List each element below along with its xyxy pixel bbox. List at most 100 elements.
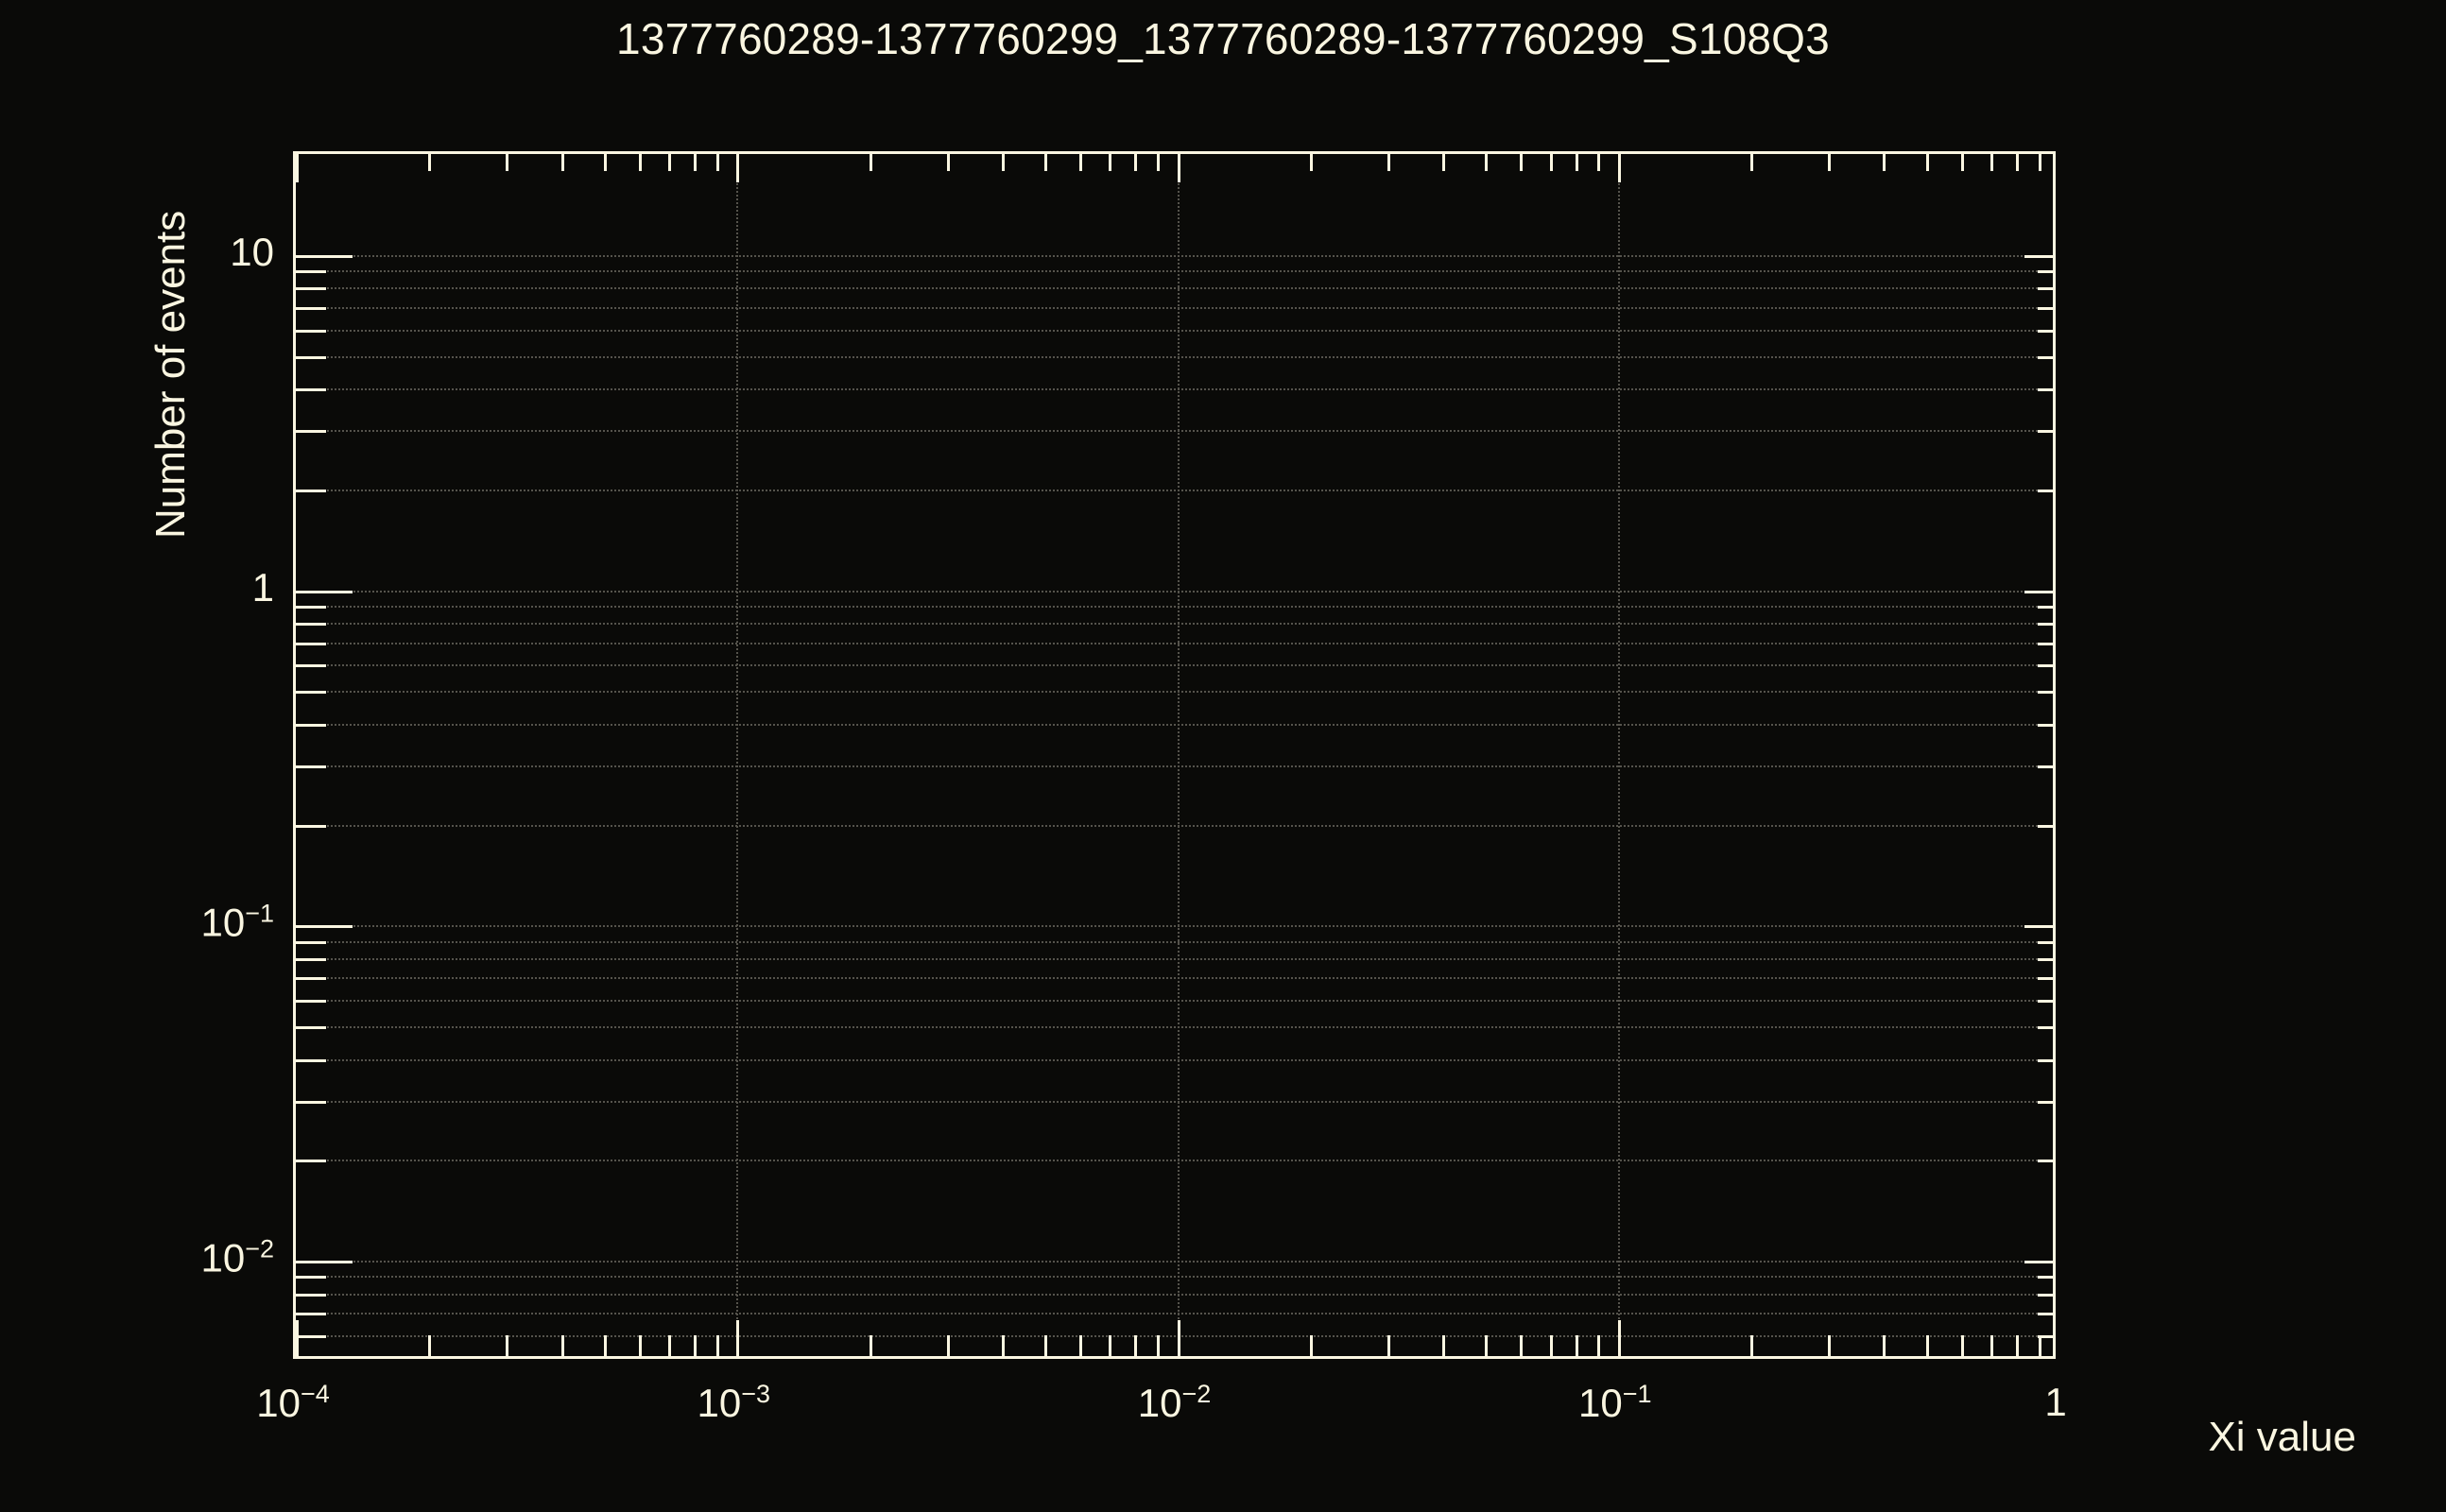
grid-line-horizontal	[296, 605, 2053, 608]
y-tick-minor	[296, 287, 326, 291]
grid-line-horizontal	[296, 642, 2053, 644]
y-tick-right	[2024, 925, 2053, 929]
x-tick-label: 10−4	[256, 1380, 330, 1426]
y-tick-right	[2038, 1313, 2053, 1316]
y-tick-right	[2038, 355, 2053, 359]
x-tick-top	[1387, 154, 1390, 171]
x-tick-minor	[715, 1335, 719, 1356]
grid-line-horizontal	[296, 723, 2053, 726]
x-tick-major	[1177, 1320, 1180, 1356]
y-tick-right	[2038, 387, 2053, 391]
x-tick-top	[1442, 154, 1446, 171]
grid-line-horizontal	[296, 1058, 2053, 1061]
x-tick-minor	[1549, 1335, 1553, 1356]
x-tick-minor	[428, 1335, 432, 1356]
x-axis-title: Xi value	[2208, 1414, 2356, 1460]
y-tick-right	[2024, 590, 2053, 593]
x-tick-minor	[1485, 1335, 1489, 1356]
grid-line-horizontal	[296, 824, 2053, 827]
y-tick-right	[2038, 622, 2053, 626]
x-tick-top	[1109, 154, 1112, 171]
y-tick-minor	[296, 605, 326, 609]
x-tick-top	[638, 154, 642, 171]
y-tick-minor	[296, 940, 326, 944]
x-tick-top	[1520, 154, 1524, 171]
x-tick-top	[1925, 154, 1929, 171]
y-tick-minor	[296, 430, 326, 434]
grid-line-vertical	[1617, 154, 1620, 1356]
grid-line-horizontal	[296, 329, 2053, 332]
y-tick-minor	[296, 1160, 326, 1163]
y-tick-minor	[296, 622, 326, 626]
x-tick-label-exponent: −1	[1622, 1380, 1652, 1408]
y-tick-right	[2038, 1334, 2053, 1338]
x-tick-minor	[1157, 1335, 1161, 1356]
grid-line-horizontal	[296, 622, 2053, 625]
x-tick-top	[1079, 154, 1083, 171]
y-tick-right	[2038, 270, 2053, 274]
x-tick-top	[715, 154, 719, 171]
y-tick-major	[296, 254, 353, 258]
y-tick-right	[2038, 723, 2053, 727]
x-tick-label: 1	[2044, 1380, 2066, 1425]
grid-line-horizontal	[296, 664, 2053, 667]
x-tick-label-exponent: −3	[741, 1380, 771, 1408]
y-tick-major	[296, 1261, 353, 1264]
x-tick-major	[1617, 1320, 1621, 1356]
x-tick-label-mantissa: 10	[697, 1381, 742, 1425]
x-tick-minor	[638, 1335, 642, 1356]
y-tick-minor	[296, 765, 326, 769]
y-tick-right	[2038, 1100, 2053, 1104]
y-tick-minor	[296, 1000, 326, 1004]
x-tick-top	[1617, 154, 1621, 182]
x-tick-label-exponent: −2	[1181, 1380, 1212, 1408]
x-tick-minor	[1001, 1335, 1005, 1356]
y-tick-right	[2038, 430, 2053, 434]
grid-line-horizontal	[296, 1000, 2053, 1003]
x-tick-top	[1157, 154, 1161, 171]
x-tick-minor	[2015, 1335, 2019, 1356]
y-tick-minor	[296, 489, 326, 492]
x-tick-top	[1750, 154, 1754, 171]
x-tick-top	[1575, 154, 1578, 171]
y-tick-label-exponent: −2	[245, 1234, 274, 1263]
y-tick-minor	[296, 1058, 326, 1062]
y-tick-minor	[296, 664, 326, 668]
grid-line-horizontal	[296, 1293, 2053, 1296]
x-tick-top	[1960, 154, 1964, 171]
grid-line-horizontal	[296, 940, 2053, 943]
y-tick-right	[2038, 940, 2053, 944]
grid-line-horizontal	[296, 1160, 2053, 1162]
x-tick-label: 10−1	[1578, 1380, 1652, 1426]
x-tick-minor	[1960, 1335, 1964, 1356]
x-tick-top	[1044, 154, 1048, 171]
y-tick-minor	[296, 824, 326, 828]
y-tick-right	[2038, 287, 2053, 291]
x-tick-label-mantissa: 1	[2044, 1380, 2067, 1424]
x-tick-minor	[694, 1335, 698, 1356]
y-tick-right	[2038, 977, 2053, 981]
y-tick-right	[2038, 605, 2053, 609]
grid-line-horizontal	[296, 1261, 2053, 1263]
x-tick-minor	[1044, 1335, 1048, 1356]
y-tick-major	[296, 590, 353, 593]
x-tick-minor	[603, 1335, 607, 1356]
grid-line-horizontal	[296, 1026, 2053, 1029]
y-tick-right	[2038, 664, 2053, 668]
x-tick-minor	[1750, 1335, 1754, 1356]
y-tick-minor	[296, 1313, 326, 1316]
x-tick-minor	[1109, 1335, 1112, 1356]
y-tick-label-exponent: −1	[245, 899, 274, 928]
x-tick-top	[1549, 154, 1553, 171]
y-tick-minor	[296, 691, 326, 695]
y-tick-right	[2038, 306, 2053, 310]
x-tick-minor	[946, 1335, 950, 1356]
y-tick-minor	[296, 329, 326, 333]
x-tick-top	[1309, 154, 1313, 171]
x-tick-minor	[1575, 1335, 1578, 1356]
y-tick-right	[2038, 1293, 2053, 1297]
grid-line-horizontal	[296, 1334, 2053, 1337]
y-tick-minor	[296, 1276, 326, 1280]
grid-line-horizontal	[296, 1313, 2053, 1315]
x-tick-minor	[1883, 1335, 1886, 1356]
